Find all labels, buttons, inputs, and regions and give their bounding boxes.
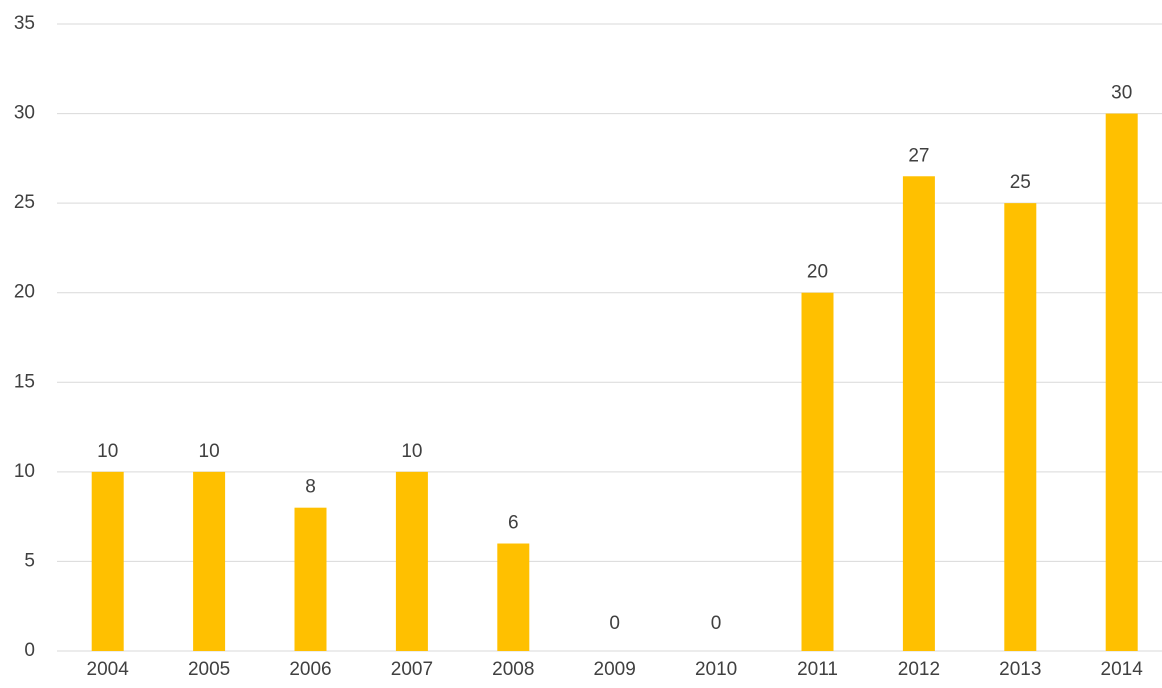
x-tick-label: 2008 (492, 659, 534, 680)
data-label: 10 (401, 441, 422, 462)
data-label: 10 (199, 441, 220, 462)
y-tick-label: 35 (14, 13, 35, 34)
data-label: 30 (1111, 83, 1132, 104)
x-tick-label: 2007 (391, 659, 433, 680)
y-tick-label: 30 (14, 103, 35, 124)
x-tick-label: 2014 (1101, 659, 1144, 680)
data-label: 20 (807, 262, 828, 283)
data-label: 0 (711, 613, 722, 634)
bar (1106, 114, 1138, 651)
y-tick-label: 10 (14, 461, 35, 482)
x-tick-label: 2004 (87, 659, 130, 680)
bar (1004, 203, 1036, 651)
chart: 0510152025303520041020051020068200710200… (0, 0, 1162, 688)
bar (497, 544, 529, 651)
x-tick-label: 2012 (898, 659, 940, 680)
x-tick-label: 2009 (594, 659, 636, 680)
data-label: 0 (609, 613, 620, 634)
data-label: 10 (97, 441, 118, 462)
y-tick-label: 25 (14, 192, 35, 213)
bar (295, 508, 327, 651)
bar (903, 176, 935, 651)
x-tick-label: 2013 (999, 659, 1041, 680)
data-label: 8 (305, 477, 316, 498)
y-tick-label: 0 (24, 640, 35, 661)
y-tick-label: 5 (24, 550, 35, 571)
x-tick-label: 2011 (797, 659, 838, 680)
data-label: 27 (908, 145, 929, 166)
bar (193, 472, 225, 651)
data-label: 25 (1010, 172, 1031, 193)
y-tick-label: 20 (14, 282, 35, 303)
x-tick-label: 2005 (188, 659, 230, 680)
bar (396, 472, 428, 651)
x-tick-label: 2010 (695, 659, 737, 680)
x-tick-label: 2006 (289, 659, 331, 680)
data-label: 6 (508, 513, 519, 534)
bar (802, 293, 834, 651)
y-tick-label: 15 (14, 371, 35, 392)
bar (92, 472, 124, 651)
